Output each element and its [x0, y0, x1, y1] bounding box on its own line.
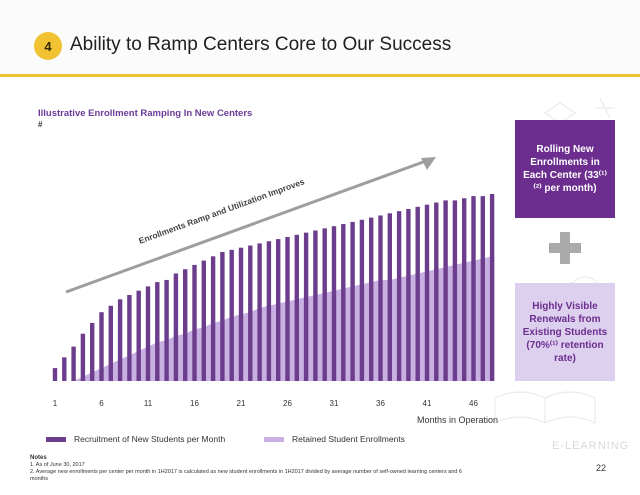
slide-header: [0, 0, 640, 78]
header-divider: [0, 74, 640, 77]
bar-month-16: [192, 264, 197, 381]
e-learning-watermark: E-LEARNING: [552, 440, 630, 452]
bar-month-24: [266, 241, 272, 381]
bar-month-40: [415, 206, 420, 381]
bar-month-20: [229, 249, 234, 381]
bar-month-11: [145, 286, 151, 381]
chart-unit-label: #: [38, 120, 43, 129]
x-tick-label: 36: [376, 399, 385, 408]
retained-area: [52, 256, 495, 381]
bar-month-29: [313, 230, 318, 381]
bar-month-12: [155, 282, 160, 381]
x-tick-label: 46: [469, 399, 478, 408]
retained-series: [52, 256, 495, 381]
bar-month-3: [71, 346, 76, 381]
bar-month-6: [99, 312, 104, 381]
bar-month-42: [434, 202, 439, 381]
x-tick-label: 21: [237, 399, 246, 408]
bar-month-34: [359, 219, 365, 381]
bar-month-17: [201, 260, 206, 381]
bar-month-26: [285, 236, 290, 381]
bar-month-33: [350, 221, 355, 381]
note-1: 1. As of June 30, 2017: [30, 462, 85, 468]
ramp-arrow: [65, 157, 436, 294]
note-2: 2. Average new enrollments per center pe…: [30, 469, 462, 482]
x-tick-label: 31: [330, 399, 339, 408]
bar-month-28: [303, 232, 309, 381]
legend-label-recruitment: Recruitment of New Students per Month: [74, 434, 226, 444]
bar-month-23: [257, 243, 262, 381]
plus-icon: [549, 232, 581, 264]
bar-month-48: [489, 193, 495, 381]
x-tick-label: 11: [144, 399, 153, 408]
x-tick-label: 6: [99, 399, 104, 408]
bar-month-25: [276, 239, 281, 381]
recruitment-series: [52, 193, 495, 381]
bar-month-31: [331, 226, 337, 381]
bar-month-47: [480, 196, 485, 381]
bar-month-27: [294, 234, 299, 381]
legend-retained: Retained Student Enrollments: [264, 434, 405, 444]
bar-month-10: [136, 290, 141, 381]
x-axis-label: Months in Operation: [417, 415, 498, 425]
bar-month-19: [220, 252, 225, 381]
bar-month-1: [52, 368, 58, 381]
bar-month-2: [62, 357, 67, 381]
legend-recruitment: Recruitment of New Students per Month: [46, 434, 225, 444]
notes-title: Notes: [30, 455, 47, 461]
callout-renewals: Highly Visible Renewals from Existing St…: [515, 283, 615, 381]
bar-month-35: [369, 217, 374, 381]
bar-month-14: [173, 273, 179, 381]
footnotes: Notes 1. As of June 30, 2017 2. Average …: [30, 455, 470, 483]
bar-month-32: [341, 224, 346, 381]
callout-new-enrollments: Rolling New Enrollments in Each Center (…: [515, 120, 615, 218]
bar-month-9: [127, 295, 132, 381]
section-number-badge: 4: [34, 32, 62, 60]
legend-label-retained: Retained Student Enrollments: [292, 434, 405, 444]
legend-swatch-recruitment: [46, 436, 66, 442]
bar-month-5: [90, 322, 95, 381]
bar-month-45: [462, 198, 467, 381]
x-axis-ticks: 1 6 11 16 21 26 31 36 41 46: [53, 399, 479, 408]
chart-title: Illustrative Enrollment Ramping In New C…: [38, 108, 253, 119]
bar-month-41: [424, 204, 430, 381]
bar-month-22: [248, 245, 253, 381]
bar-month-36: [378, 215, 383, 381]
x-tick-label: 26: [283, 399, 292, 408]
bar-month-4: [80, 333, 86, 381]
bar-month-21: [238, 247, 244, 381]
bar-month-18: [210, 256, 216, 381]
bar-month-15: [183, 269, 188, 381]
bar-month-7: [108, 305, 113, 381]
bar-month-13: [164, 279, 169, 381]
slide-title: Ability to Ramp Centers Core to Our Succ…: [70, 34, 452, 55]
legend-swatch-retained: [264, 436, 284, 442]
x-tick-label: 16: [190, 399, 199, 408]
x-tick-label: 1: [53, 399, 58, 408]
bar-month-37: [387, 213, 392, 381]
x-tick-label: 41: [423, 399, 432, 408]
bar-month-44: [452, 200, 458, 381]
bar-month-39: [406, 209, 411, 381]
bar-month-46: [471, 196, 476, 381]
bar-month-38: [396, 211, 402, 381]
bar-month-43: [443, 200, 448, 381]
page-number: 22: [596, 463, 607, 473]
bar-month-30: [322, 228, 327, 381]
bar-month-8: [117, 299, 123, 381]
